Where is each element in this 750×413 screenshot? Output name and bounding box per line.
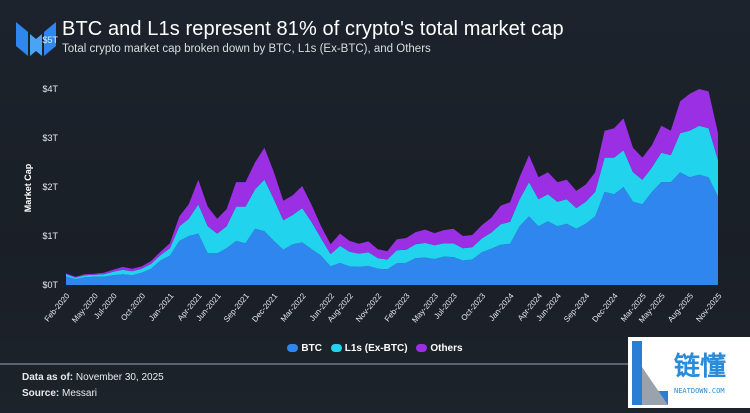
y-tick-label: $3T bbox=[42, 133, 58, 143]
x-tick-label: May-2020 bbox=[70, 291, 100, 324]
source-value: Messari bbox=[62, 388, 98, 399]
data-as-of-label: Data as of: bbox=[22, 372, 74, 383]
area-others bbox=[66, 89, 718, 278]
x-tick-label: Sep-2021 bbox=[222, 291, 252, 324]
x-tick-label: Oct-2020 bbox=[119, 291, 147, 322]
y-tick-label: $1T bbox=[42, 231, 58, 241]
watermark-domain: NEATDOWN.COM bbox=[674, 387, 725, 395]
x-tick-label: Dec-2021 bbox=[250, 291, 280, 324]
x-tick-label: Jan-2024 bbox=[487, 291, 516, 323]
neatdown-watermark: 链懂 NEATDOWN.COM bbox=[628, 337, 750, 408]
x-tick-label: Aug-2025 bbox=[666, 291, 696, 324]
area-l1s bbox=[66, 125, 718, 280]
stacked-area-chart: Market Cap $0T$1T$2T$3T$4T$5T Feb-2020Ma… bbox=[23, 35, 724, 325]
y-axis-label: Market Cap bbox=[23, 163, 33, 212]
y-tick-label: $2T bbox=[42, 182, 58, 192]
source: Source: Messari bbox=[22, 388, 97, 399]
source-label: Source: bbox=[22, 388, 60, 399]
x-tick-label: May-2023 bbox=[410, 291, 440, 324]
x-tick-label: Nov-2022 bbox=[354, 291, 384, 324]
x-tick-label: Oct-2023 bbox=[459, 291, 487, 322]
x-tick-label: Mar-2022 bbox=[279, 291, 308, 323]
x-tick-label: Nov-2025 bbox=[694, 291, 724, 324]
divider bbox=[0, 363, 640, 365]
legend-swatch-l1s bbox=[330, 344, 342, 352]
legend-label-l1s: L1s (Ex-BTC) bbox=[344, 343, 408, 354]
y-tick-label: $5T bbox=[42, 35, 58, 45]
chart-title: BTC and L1s represent 81% of crypto's to… bbox=[62, 18, 564, 40]
y-tick-label: $0T bbox=[42, 280, 58, 290]
x-tick-label: Feb-2020 bbox=[43, 291, 72, 323]
x-tick-label: Sep-2024 bbox=[562, 291, 592, 324]
x-tick-label: Jan-2021 bbox=[147, 291, 176, 323]
watermark-text: 链懂 bbox=[674, 351, 726, 382]
legend-item-others[interactable]: Others bbox=[416, 343, 463, 354]
legend-swatch-others bbox=[416, 344, 428, 352]
legend-label-btc: BTC bbox=[301, 343, 322, 354]
area-btc bbox=[66, 172, 718, 285]
x-tick-label: Feb-2023 bbox=[383, 291, 412, 323]
legend-item-l1s[interactable]: L1s (Ex-BTC) bbox=[330, 343, 408, 354]
legend-label-others: Others bbox=[430, 343, 463, 354]
data-as-of-value: November 30, 2025 bbox=[75, 372, 164, 383]
messari-logo bbox=[16, 22, 56, 56]
data-as-of: Data as of: November 30, 2025 bbox=[22, 372, 164, 383]
chart-subtitle: Total crypto market cap broken down by B… bbox=[62, 43, 431, 55]
legend-item-btc[interactable]: BTC bbox=[287, 343, 322, 354]
x-tick-label: Dec-2024 bbox=[590, 291, 620, 324]
legend-swatch-btc bbox=[287, 344, 299, 352]
legend: BTC L1s (Ex-BTC) Others bbox=[0, 343, 750, 354]
y-tick-label: $4T bbox=[42, 84, 58, 94]
